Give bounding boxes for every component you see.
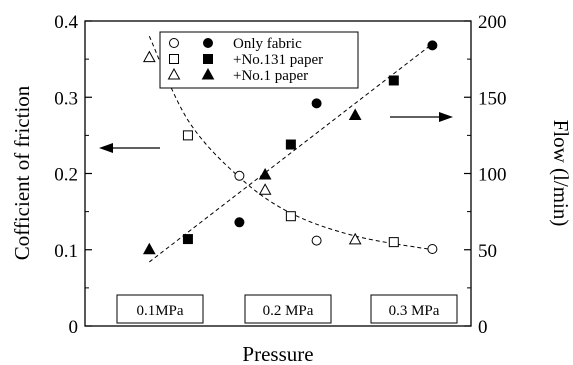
category-box	[116, 294, 204, 324]
legend-marker-filled	[203, 54, 213, 64]
legend-label: Only fabric	[233, 36, 302, 52]
data-point-square-open	[182, 130, 193, 141]
fit-curve-right	[149, 43, 433, 263]
data-point-square-open	[285, 211, 296, 222]
data-point-circle-open	[427, 243, 438, 254]
data-point-circle-open	[234, 170, 245, 181]
data-markers	[142, 40, 438, 255]
pressure-category-boxes: 0.1MPa 0.2 MPa 0.3 MPa	[116, 294, 458, 324]
left-tick-label: 0.2	[54, 165, 78, 186]
data-point-circle-filled	[234, 217, 245, 228]
left-tick-label: 0.1	[54, 241, 78, 262]
right-tick-label: 150	[478, 88, 507, 109]
left-tick-label: 0.4	[54, 12, 78, 33]
data-point-circle-filled	[311, 98, 322, 109]
legend-marker-filled	[203, 38, 213, 48]
fit-curve-left	[148, 36, 433, 251]
x-axis-title: Pressure	[242, 342, 313, 365]
data-point-triangle-filled	[348, 108, 362, 121]
category-label: 0.1MPa	[136, 303, 183, 319]
data-point-square-filled	[388, 75, 399, 86]
category-label: 0.3 MPa	[389, 303, 440, 319]
right-tick-label: 100	[478, 165, 507, 186]
right-tick-label: 0	[478, 317, 488, 338]
category-box	[244, 294, 332, 324]
category-box	[370, 294, 458, 324]
data-point-square-filled	[182, 234, 193, 245]
right-tick-label: 50	[478, 241, 497, 262]
category-label: 0.2 MPa	[263, 303, 314, 319]
left-tick-label: 0	[69, 317, 79, 338]
data-point-square-filled	[285, 139, 296, 150]
data-point-circle-open	[311, 235, 322, 246]
legend-marker-open	[169, 38, 179, 48]
right-y-axis-title: Flow (l/min)	[549, 120, 573, 227]
legend-label: +No.1 paper	[233, 68, 308, 84]
right-tick-label: 200	[478, 12, 507, 33]
data-point-triangle-filled	[258, 167, 272, 180]
left-y-axis-title: Cofficient of friction	[10, 85, 34, 260]
left-axis-arrow-head	[99, 143, 113, 153]
left-tick-label: 0.3	[54, 88, 78, 109]
legend-marker-open	[167, 67, 181, 80]
legend-label: +No.131 paper	[233, 52, 323, 68]
data-point-circle-filled	[427, 40, 438, 51]
data-point-square-open	[388, 237, 399, 248]
axis-arrows	[99, 112, 453, 153]
fit-curves	[148, 36, 433, 263]
data-point-triangle-open	[258, 183, 272, 195]
right-y-ticks: 0 50 100 150 200	[464, 12, 507, 338]
data-point-triangle-open	[142, 50, 156, 63]
right-axis-arrow-head	[439, 112, 453, 122]
legend: Only fabric+No.131 paper+No.1 paper	[159, 31, 359, 89]
legend-marker-open	[169, 54, 179, 64]
left-y-ticks: 0 0.1 0.2 0.3 0.4	[54, 12, 92, 338]
data-point-triangle-open	[348, 232, 362, 245]
legend-box	[159, 31, 359, 89]
legend-marker-filled	[201, 67, 215, 80]
data-point-triangle-filled	[142, 242, 156, 255]
